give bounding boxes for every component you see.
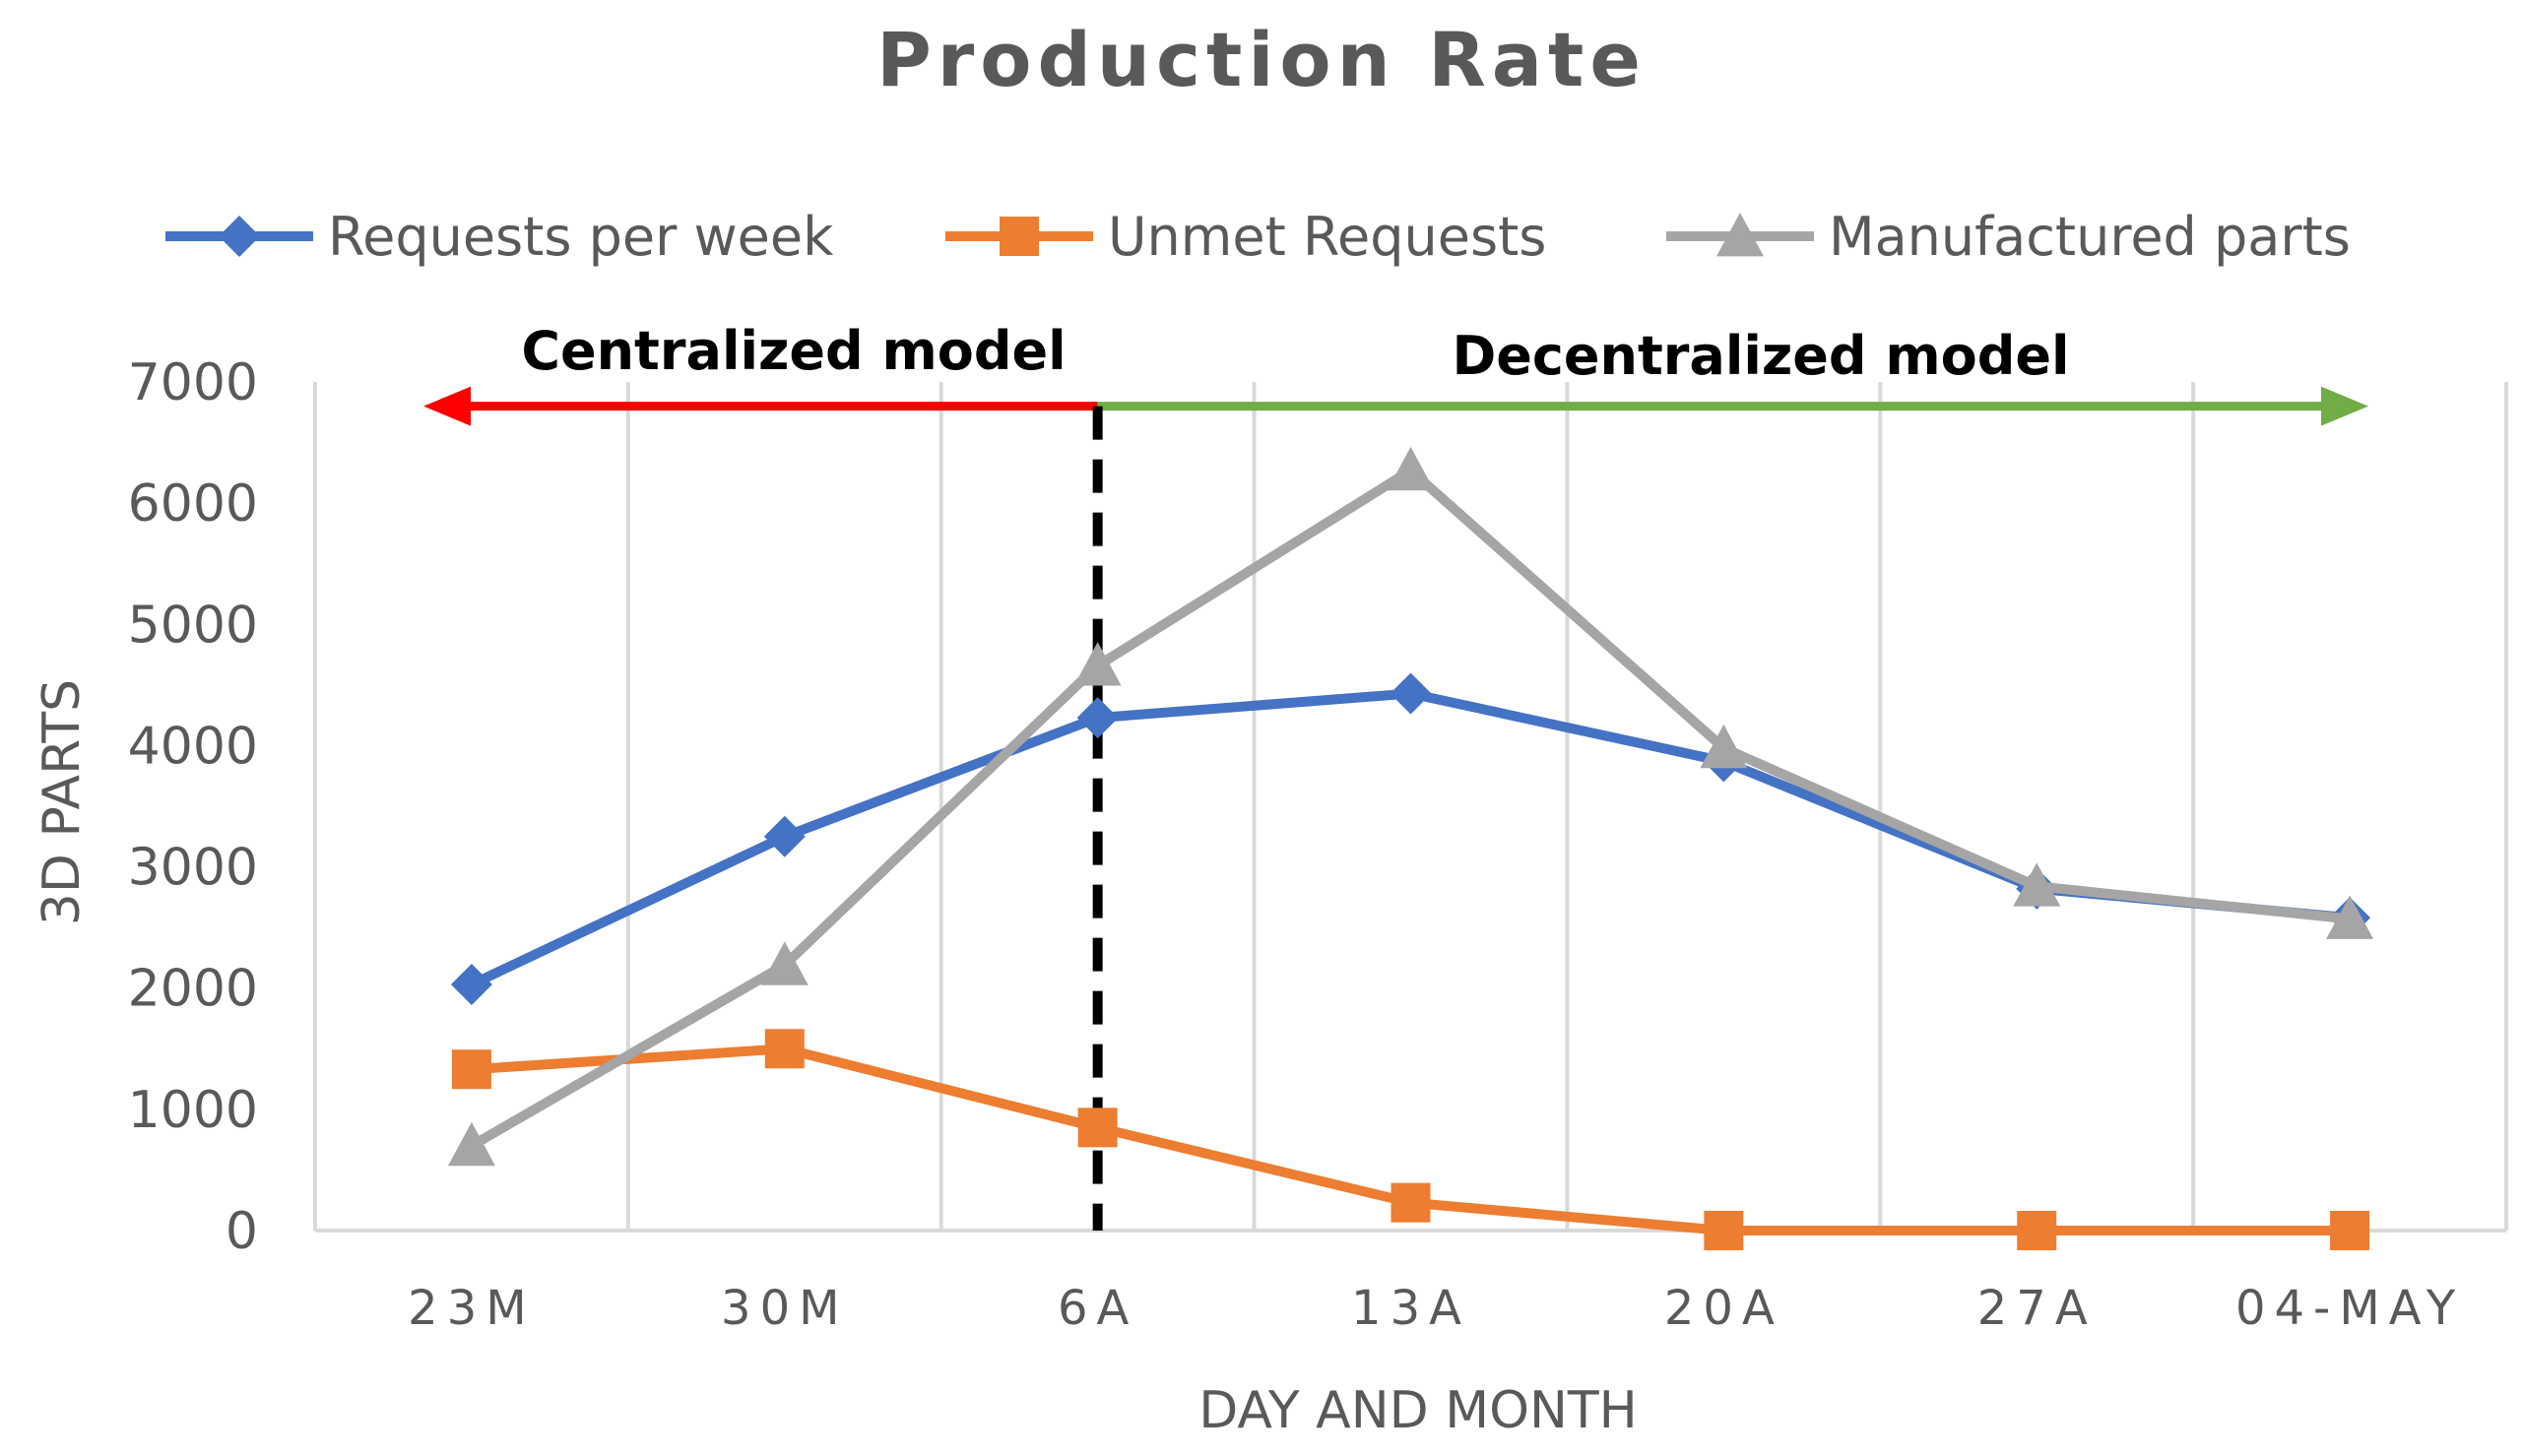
data-point <box>1076 697 1119 739</box>
x-tick-label: 20A <box>1664 1281 1783 1336</box>
legend-marker-diamond-icon <box>219 216 260 257</box>
x-axis-label: DAY AND MONTH <box>1198 1381 1638 1440</box>
legend-marker-triangle-icon <box>1716 213 1764 257</box>
data-point <box>1077 1108 1118 1148</box>
series-manufactured-parts <box>447 446 2374 1167</box>
legend-item: Requests per week <box>165 206 834 268</box>
series-requests-per-week <box>450 672 2371 1006</box>
x-tick-label: 04-MAY <box>2235 1281 2464 1336</box>
series-line <box>469 465 2351 1151</box>
centralized-arrowhead <box>423 386 471 426</box>
data-point <box>447 1121 495 1167</box>
y-tick-label: 0 <box>226 1202 258 1261</box>
legend: Requests per week Unmet Requests Manufactu… <box>165 206 2351 268</box>
centralized-model-label: Centralized model <box>521 320 1066 382</box>
legend-label: Unmet Requests <box>1108 206 1546 268</box>
legend-item: Manufactured parts <box>1666 206 2351 268</box>
data-point <box>2017 1211 2057 1250</box>
data-point <box>1700 724 1748 769</box>
axes: 0 1000 2000 3000 4000 5000 6000 7000 23M 30M 6A 13A… <box>128 353 2506 1336</box>
y-tick-label: 6000 <box>128 475 258 534</box>
data-point <box>1390 672 1432 715</box>
legend-label: Manufactured parts <box>1829 206 2351 268</box>
data-point <box>1387 446 1435 491</box>
legend-item: Unmet Requests <box>945 206 1546 268</box>
x-tick-label: 27A <box>1977 1281 2097 1336</box>
data-point <box>2013 862 2061 907</box>
data-point <box>1704 1211 1744 1250</box>
series-unmet-requests <box>451 1029 2370 1250</box>
x-tick-label: 13A <box>1351 1281 1470 1336</box>
data-point <box>1391 1182 1431 1223</box>
data-point <box>2326 895 2374 939</box>
data-point <box>450 964 492 1006</box>
y-tick-label: 5000 <box>128 596 258 655</box>
y-tick-label: 4000 <box>128 717 258 776</box>
x-tick-label: 30M <box>721 1281 849 1336</box>
decentralized-model-label: Decentralized model <box>1452 325 2069 387</box>
y-tick-label: 1000 <box>128 1081 258 1140</box>
data-point <box>451 1049 491 1090</box>
y-axis-label: 3D PARTS <box>32 679 92 925</box>
data-point <box>764 1029 805 1069</box>
legend-marker-square-icon <box>1000 217 1039 256</box>
data-point <box>2330 1211 2370 1250</box>
legend-label: Requests per week <box>328 206 834 268</box>
y-tick-label: 7000 <box>128 353 258 412</box>
chart-title: Production Rate <box>876 16 1647 103</box>
y-tick-label: 3000 <box>128 839 258 898</box>
data-point <box>760 941 809 985</box>
x-tick-label: 6A <box>1058 1281 1137 1336</box>
x-tick-label: 23M <box>408 1281 536 1336</box>
gridlines <box>313 382 2508 1231</box>
decentralized-arrowhead <box>2321 386 2368 426</box>
y-tick-label: 2000 <box>128 960 258 1019</box>
series-group <box>447 446 2374 1250</box>
data-point <box>1073 642 1122 686</box>
data-point <box>763 815 806 857</box>
series-line <box>469 688 2351 989</box>
model-annotations: Centralized model Decentralized model <box>423 320 2368 1231</box>
